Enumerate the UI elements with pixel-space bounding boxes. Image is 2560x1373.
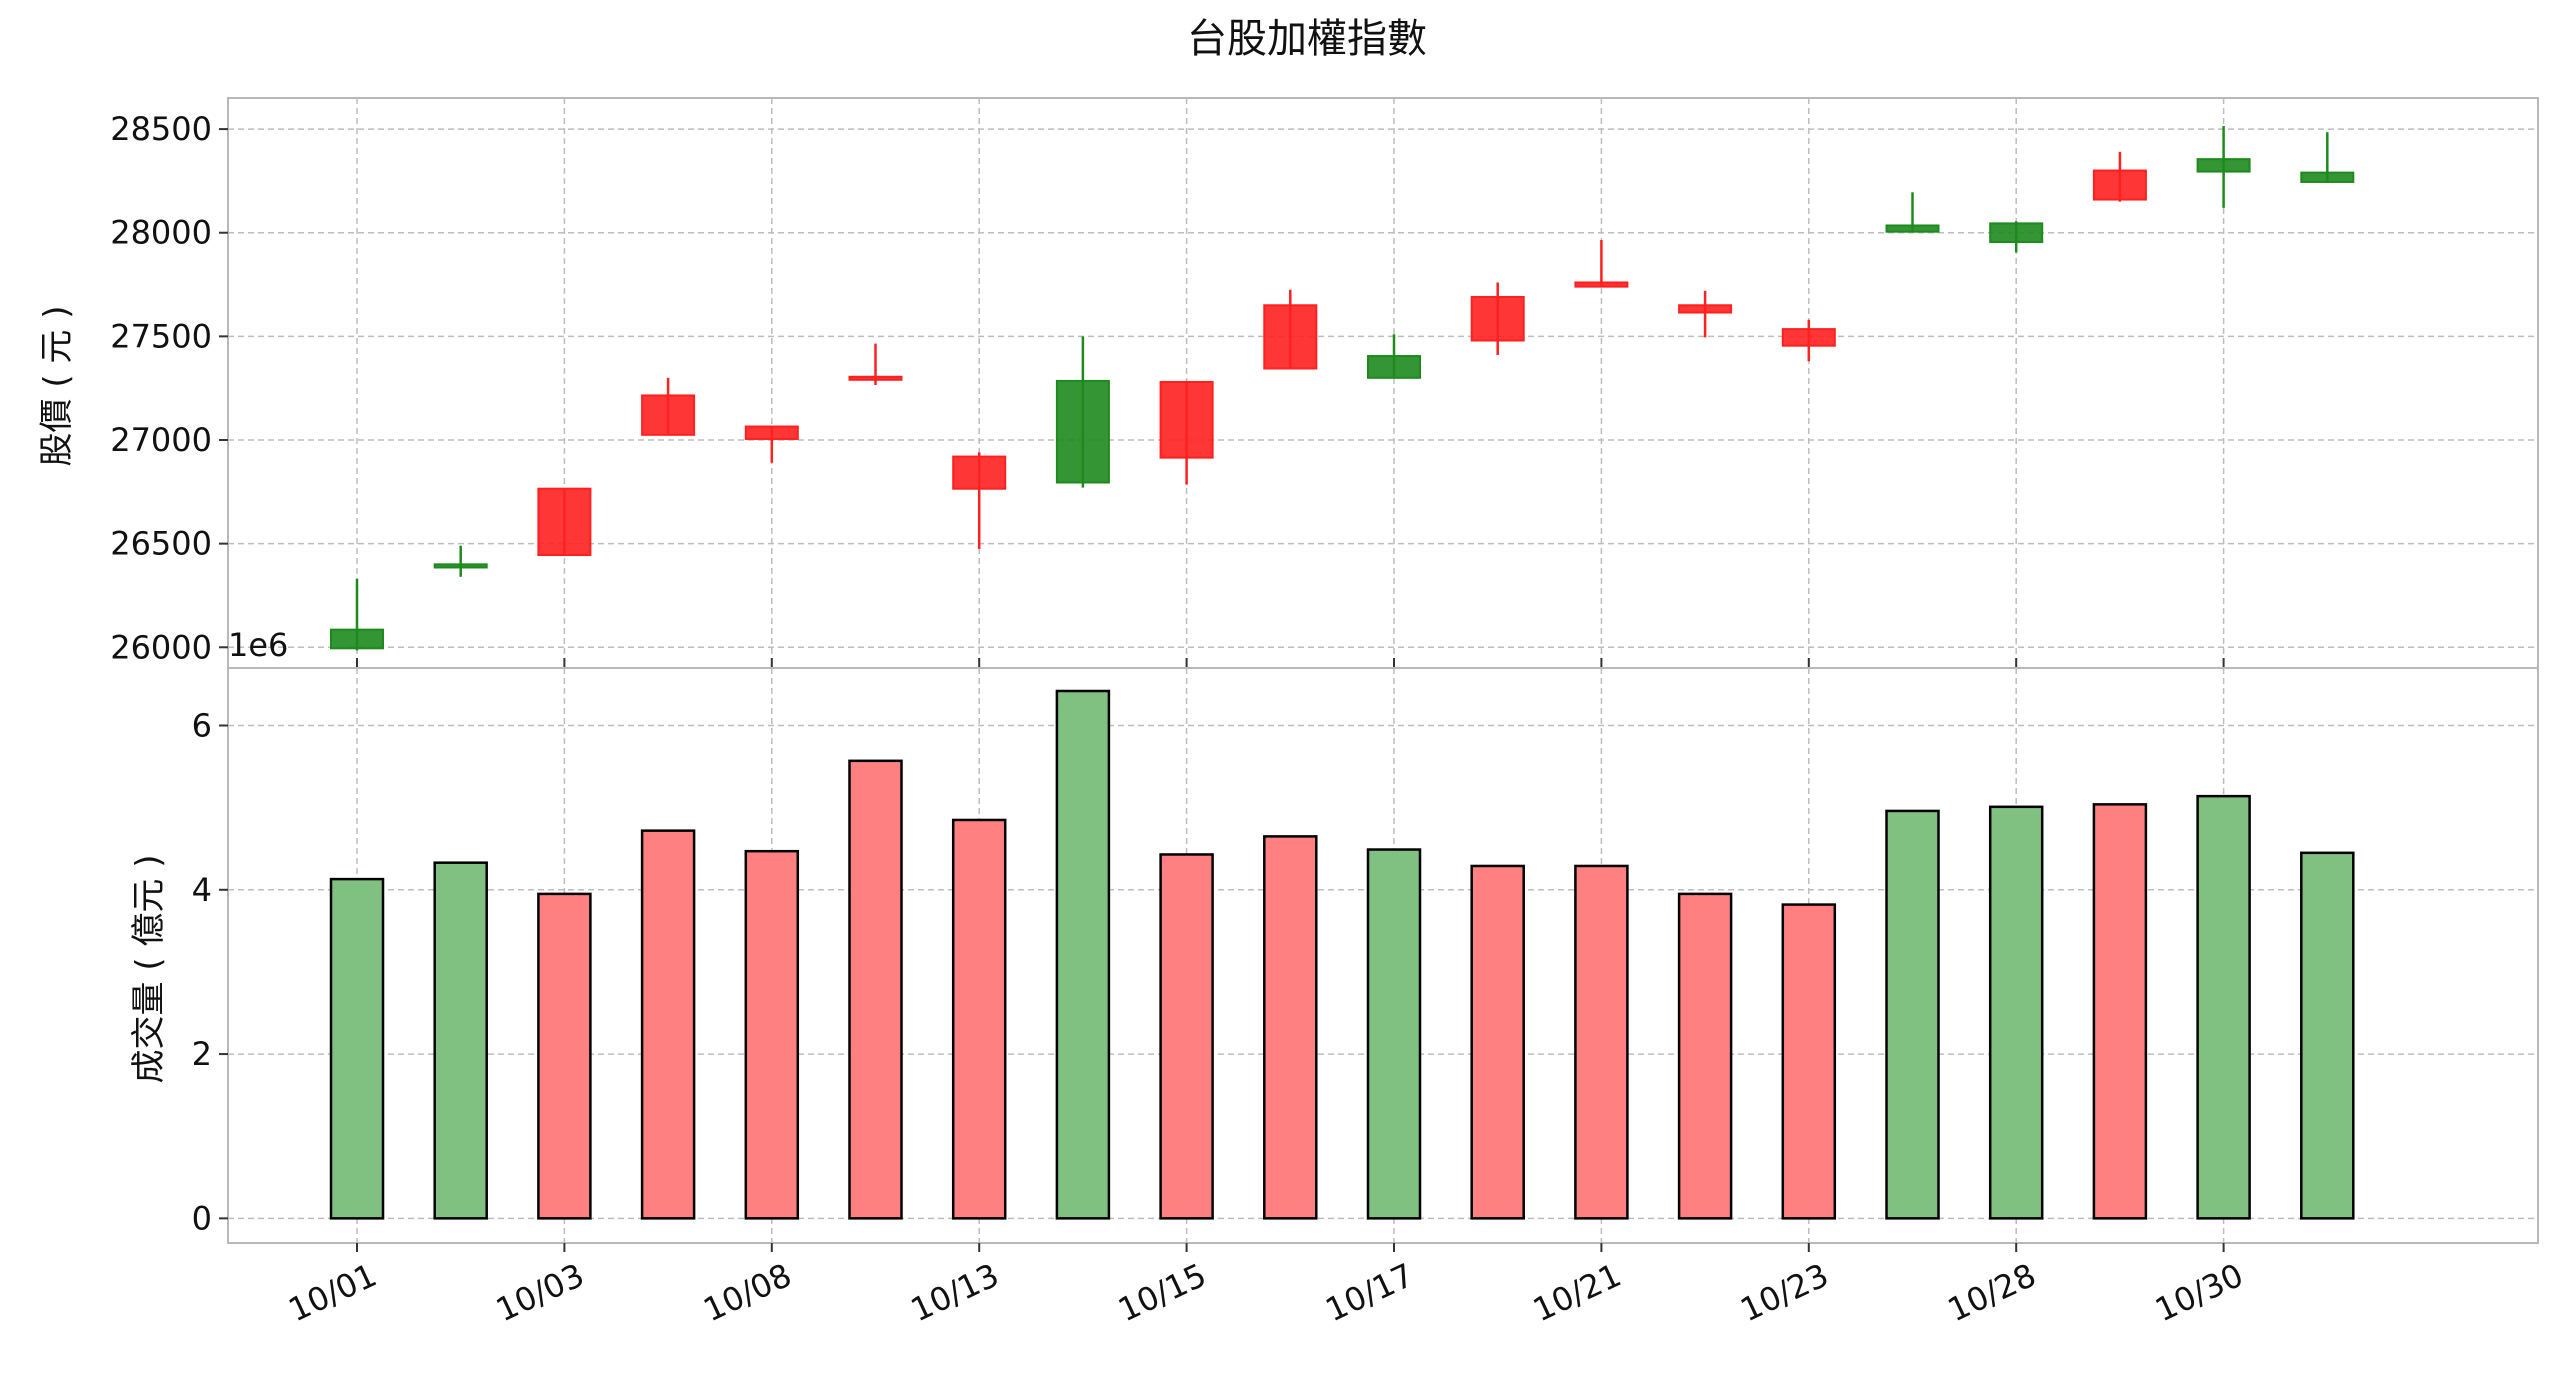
chart-title: 台股加權指數 <box>1187 16 1427 62</box>
price-y-tick-label: 27500 <box>110 317 212 355</box>
price-plot-area <box>227 97 2539 669</box>
volume-bar <box>744 849 800 1220</box>
candle <box>1989 221 2044 253</box>
candle <box>952 452 1007 549</box>
candle <box>1781 319 1836 362</box>
candle <box>1159 380 1214 485</box>
x-tick-label: 10/28 <box>1942 1256 2042 1329</box>
price-y-tick-label: 28500 <box>110 110 212 148</box>
volume-bar <box>537 892 592 1220</box>
x-tick-label: 10/01 <box>283 1256 383 1329</box>
candle <box>1885 192 1940 233</box>
x-tick-label: 10/21 <box>1527 1256 1627 1329</box>
volume-bar <box>848 759 903 1220</box>
volume-bar <box>1574 864 1629 1220</box>
candle-body <box>433 563 488 569</box>
volume-bar <box>2300 851 2355 1220</box>
candle <box>2092 151 2147 202</box>
candle-body <box>1885 224 1940 233</box>
candle-body <box>1159 380 1214 459</box>
candle-body <box>1367 355 1421 379</box>
volume-bar <box>1885 809 1940 1220</box>
candle <box>1055 336 1110 488</box>
volume-bar <box>2092 803 2148 1220</box>
x-tick-label: 10/23 <box>1735 1256 1835 1329</box>
volume-bar <box>1988 805 2044 1220</box>
candle-body <box>1055 379 1110 484</box>
volume-y-tick-label: 0 <box>192 1199 212 1237</box>
volume-y-tick-label: 4 <box>192 871 212 909</box>
candle <box>641 377 696 436</box>
volume-bar <box>1781 903 1837 1220</box>
volume-bar <box>1470 864 1525 1220</box>
candle-body <box>330 628 384 650</box>
price-panel: 26000 26500 27000 27500 28000 28500 <box>110 97 2539 669</box>
candle-body <box>1263 304 1318 370</box>
x-tick-label: 10/30 <box>2149 1256 2249 1329</box>
candle-body <box>1781 328 1836 347</box>
price-y-tick-label: 26000 <box>110 628 212 666</box>
candle <box>537 487 592 557</box>
offset-text: 1e6 <box>228 626 288 664</box>
volume-bar <box>1366 848 1422 1220</box>
candle <box>1263 289 1318 370</box>
candle <box>848 343 903 386</box>
candle-body <box>2092 169 2147 201</box>
volume-bar <box>1055 689 1111 1220</box>
volume-bar <box>1263 835 1318 1220</box>
candle-body <box>2196 158 2251 173</box>
volume-bar <box>2196 794 2251 1220</box>
volume-y-tick-label: 2 <box>192 1035 212 1073</box>
candle-body <box>1470 295 1525 342</box>
candle <box>1367 334 1421 379</box>
volume-bar <box>1159 853 1214 1220</box>
x-tick-label: 10/15 <box>1112 1256 1212 1329</box>
candle <box>2300 132 2355 183</box>
volume-panel: 0 2 4 6 <box>192 667 2539 1252</box>
price-y-tick-label: 28000 <box>110 214 212 252</box>
x-tick-label: 10/13 <box>905 1256 1005 1329</box>
candle-body <box>952 455 1007 490</box>
candle-body <box>1574 281 1629 288</box>
candle-body <box>2300 171 2355 183</box>
volume-bar <box>640 829 696 1220</box>
candle-body <box>1678 304 1733 314</box>
candle <box>433 545 488 577</box>
volume-axis-label: 成交量 ( 億元 ) <box>129 855 169 1084</box>
x-tick-label: 10/17 <box>1320 1256 1420 1329</box>
volume-bar <box>951 818 1007 1220</box>
candle <box>1574 239 1629 288</box>
candle-body <box>641 394 696 436</box>
candle-body <box>848 375 903 381</box>
candle <box>1470 282 1525 356</box>
price-axis-label: 股價 ( 元 ) <box>37 306 77 467</box>
x-axis: 10/01 10/03 10/08 10/13 10/15 10/17 10/21 10/23… <box>283 1256 2249 1329</box>
x-tick-label: 10/08 <box>698 1256 798 1329</box>
candle-body <box>537 487 592 557</box>
volume-bar <box>433 861 488 1220</box>
volume-bar <box>329 877 385 1220</box>
x-tick-label: 10/03 <box>490 1256 590 1329</box>
price-y-tick-label: 26500 <box>110 525 212 563</box>
candle-body <box>1989 222 2044 244</box>
candle <box>330 578 384 651</box>
candle <box>2196 125 2251 208</box>
candle <box>1678 290 1733 338</box>
candle <box>744 425 799 463</box>
price-y-tick-label: 27000 <box>110 421 212 459</box>
candle-body <box>744 425 799 440</box>
volume-y-tick-label: 6 <box>192 707 212 745</box>
volume-bar <box>1677 892 1733 1220</box>
